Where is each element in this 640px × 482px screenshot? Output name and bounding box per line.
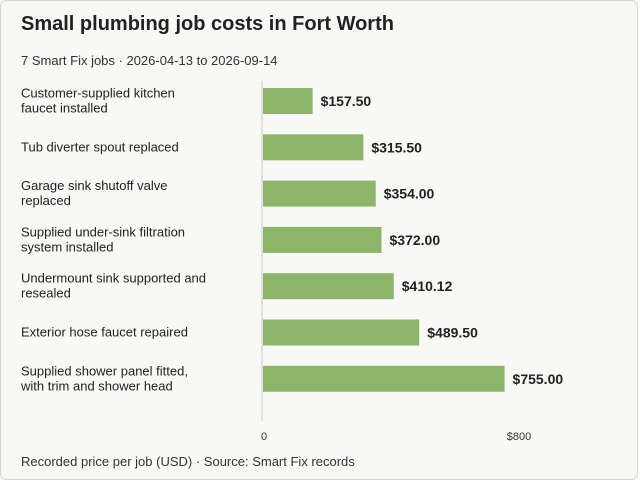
category-label: Garage sink shutoff valve replaced bbox=[21, 178, 167, 208]
category-label-line: faucet installed bbox=[21, 101, 108, 116]
value-label: $489.50 bbox=[427, 325, 478, 341]
category-label-line: Exterior hose faucet repaired bbox=[21, 325, 188, 340]
category-label: Tub diverter spout replaced bbox=[21, 139, 179, 154]
value-label: $315.50 bbox=[371, 139, 422, 155]
category-label: Supplied under-sink filtration system ins… bbox=[21, 224, 185, 254]
bar bbox=[263, 319, 420, 346]
value-label: $755.00 bbox=[513, 371, 564, 387]
chart-footer: Recorded price per job (USD) · Source: S… bbox=[21, 454, 355, 469]
bar bbox=[263, 365, 505, 392]
category-label-line: Undermount sink supported and bbox=[21, 271, 206, 286]
category-label-line: replaced bbox=[21, 193, 71, 208]
category-label-line: Garage sink shutoff valve bbox=[21, 178, 167, 193]
chart-subtitle: 7 Smart Fix jobs · 2026-04-13 to 2026-09… bbox=[21, 53, 278, 68]
category-label-line: resealed bbox=[21, 286, 71, 301]
category-label-line: Tub diverter spout replaced bbox=[21, 139, 179, 154]
value-label: $410.12 bbox=[402, 278, 453, 294]
category-label: Undermount sink supported and resealed bbox=[21, 271, 206, 301]
bar bbox=[263, 134, 364, 161]
value-label: $372.00 bbox=[390, 232, 441, 248]
bar bbox=[263, 180, 376, 207]
bar bbox=[263, 226, 382, 253]
bar bbox=[263, 273, 394, 300]
category-label-line: Customer-supplied kitchen bbox=[21, 86, 175, 101]
category-label: Customer-supplied kitchen faucet installe… bbox=[21, 86, 175, 116]
chart-title: Small plumbing job costs in Fort Worth bbox=[21, 13, 394, 35]
value-label: $354.00 bbox=[384, 186, 435, 202]
x-tick-label: 0 bbox=[261, 431, 267, 443]
category-label-line: system installed bbox=[21, 239, 113, 254]
category-label-line: with trim and shower head bbox=[20, 378, 173, 393]
category-label-line: Supplied under-sink filtration bbox=[21, 224, 185, 239]
bar bbox=[263, 88, 313, 114]
x-tick-label: $800 bbox=[507, 431, 531, 443]
category-label: Supplied shower panel fitted, with trim a… bbox=[20, 363, 188, 393]
category-label-line: Supplied shower panel fitted, bbox=[21, 363, 188, 378]
category-label: Exterior hose faucet repaired bbox=[21, 325, 188, 340]
value-label: $157.50 bbox=[321, 93, 372, 109]
